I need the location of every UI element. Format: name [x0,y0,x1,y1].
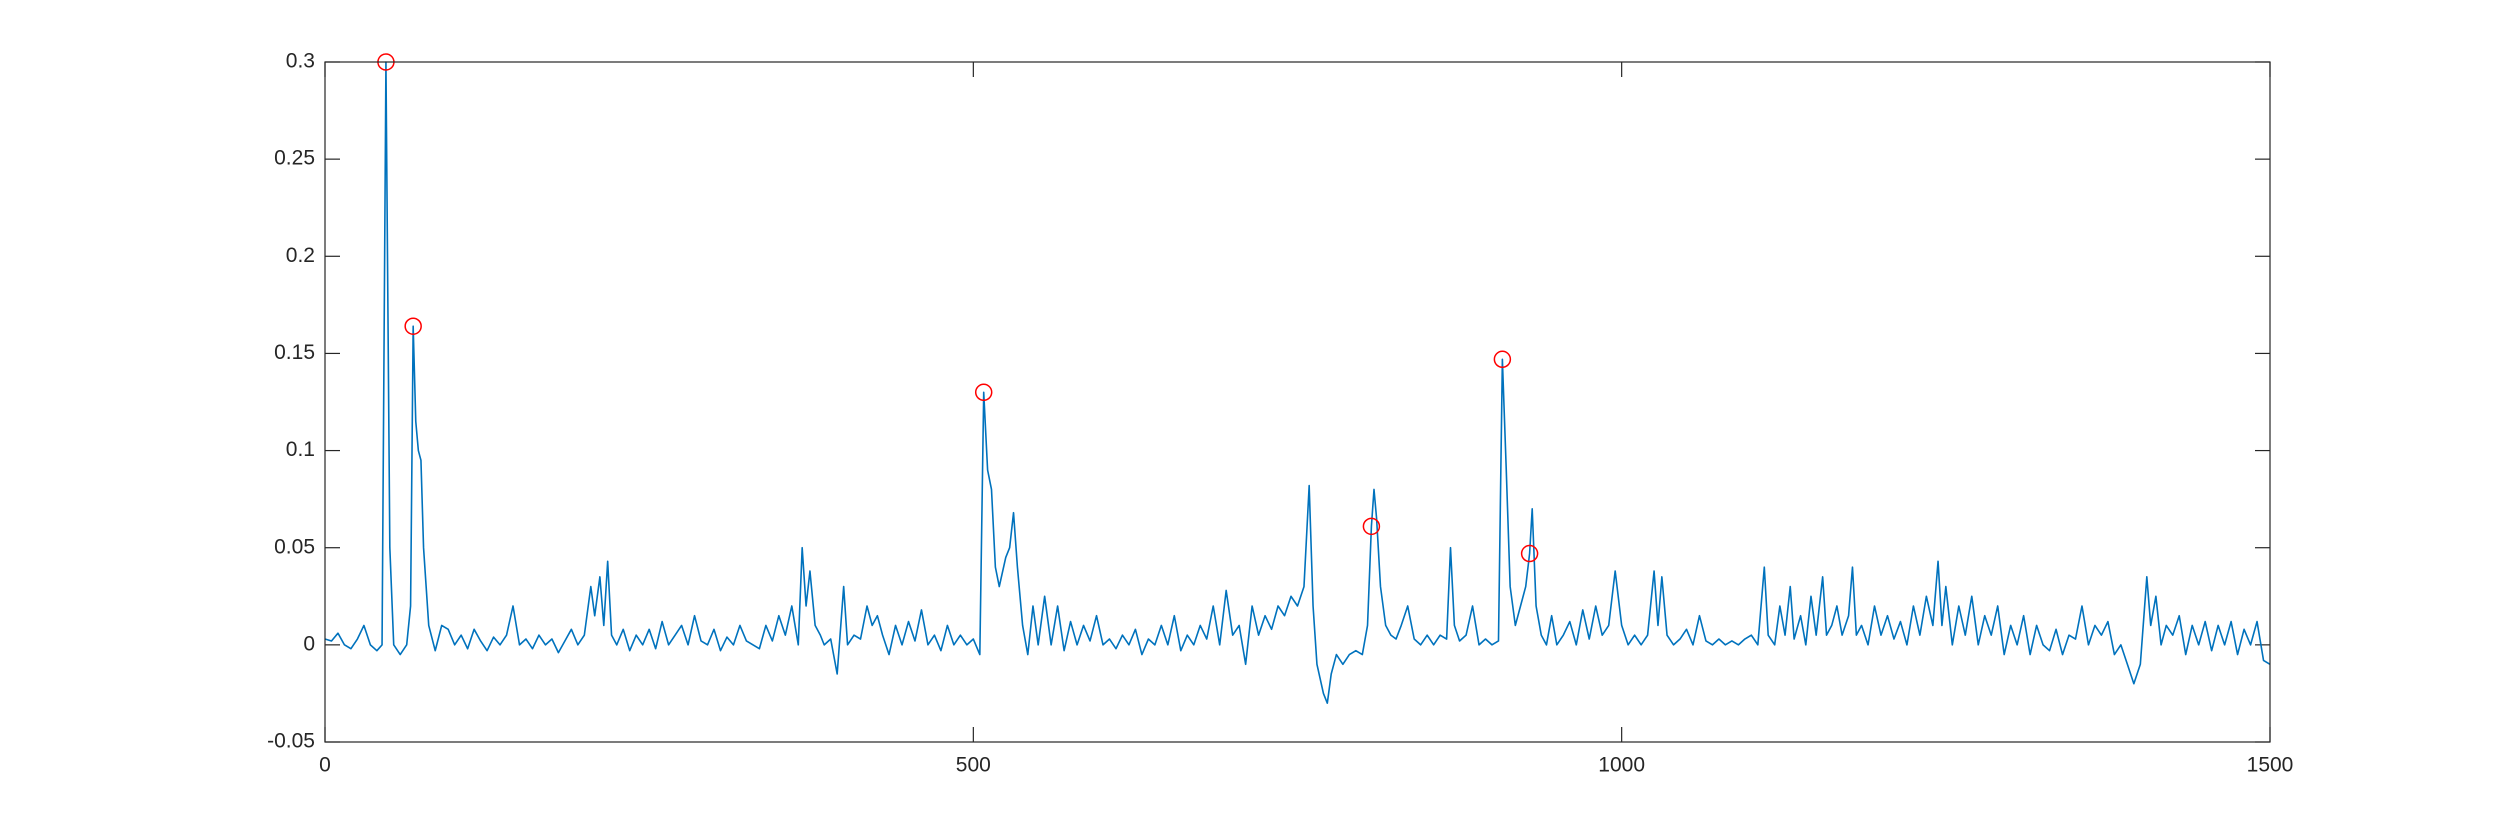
y-tick-label: 0.1 [286,438,315,461]
y-tick-label: 0.25 [274,147,315,170]
axes-box [324,61,2271,743]
x-tick-label: 1500 [2247,754,2294,777]
y-tick-label: 0.3 [286,50,315,73]
peak-marker [404,317,422,335]
peak-marker [974,383,993,402]
y-tick-label: -0.05 [267,730,315,753]
x-tick-label: 0 [319,754,331,777]
peak-marker [1493,350,1512,369]
y-tick-label: 0 [303,632,315,655]
x-tick-label: 500 [956,754,991,777]
peak-marker [1362,517,1381,536]
signal-line [324,61,2271,704]
y-tick-label: 0.15 [274,341,315,364]
y-tick-label: 0.2 [286,244,315,267]
x-tick-label: 1000 [1598,754,1645,777]
peak-marker [1520,544,1539,563]
y-tick-label: 0.05 [274,535,315,558]
